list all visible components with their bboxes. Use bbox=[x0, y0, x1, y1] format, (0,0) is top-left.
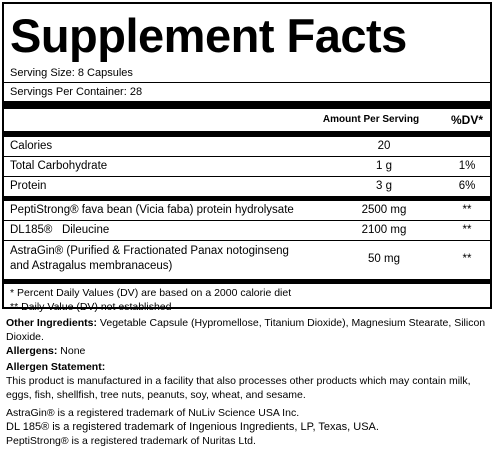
row-name: Protein bbox=[10, 180, 47, 192]
section-divider bbox=[4, 196, 490, 201]
panel-title: Supplement Facts bbox=[10, 9, 407, 62]
row-name: DL185® Dileucine bbox=[10, 224, 110, 236]
row-name: AstraGin® (Purified & Fractionated Panax… bbox=[10, 244, 289, 274]
row-amount: 50 mg bbox=[368, 253, 400, 265]
row-name-line: and Astragalus membranaceus) bbox=[10, 260, 173, 272]
allergen-statement: Allergen Statement: This product is manu… bbox=[6, 360, 494, 402]
header-dv: %DV* bbox=[450, 113, 483, 127]
row-dv: 6% bbox=[458, 180, 476, 192]
other-ingredients-label: Other Ingredients: bbox=[6, 317, 98, 329]
table-row: PeptiStrong® fava bean (Vicia faba) prot… bbox=[4, 201, 490, 221]
thick-divider bbox=[4, 101, 490, 109]
trademark-line: PeptiStrong® is a registered trademark o… bbox=[6, 435, 256, 447]
servings-per-container: Servings Per Container: 28 bbox=[10, 86, 143, 98]
row-dv: ** bbox=[462, 204, 472, 216]
row-dv: 1% bbox=[458, 160, 476, 172]
allergen-statement-text: This product is manufactured in a facili… bbox=[6, 375, 471, 401]
row-name-line: AstraGin® (Purified & Fractionated Panax… bbox=[10, 245, 289, 257]
supplement-facts-panel: Supplement Facts Serving Size: 8 Capsule… bbox=[2, 2, 492, 313]
trademark-line: AstraGin® is a registered trademark of N… bbox=[6, 407, 300, 419]
header-amount: Amount Per Serving bbox=[322, 114, 420, 125]
other-ingredients-text: Vegetable Capsule (Hypromellose, Titaniu… bbox=[6, 317, 486, 343]
row-amount: 2500 mg bbox=[361, 204, 407, 216]
row-amount: 20 bbox=[377, 140, 391, 152]
table-row: Total Carbohydrate 1 g 1% bbox=[4, 157, 490, 177]
table-row: AstraGin® (Purified & Fractionated Panax… bbox=[4, 241, 490, 279]
row-dv: ** bbox=[462, 224, 472, 236]
table-row: Protein 3 g 6% bbox=[4, 177, 490, 196]
divider bbox=[4, 82, 490, 83]
other-ingredients: Other Ingredients: Vegetable Capsule (Hy… bbox=[6, 316, 494, 344]
row-amount: 3 g bbox=[376, 180, 392, 192]
trademarks: AstraGin® is a registered trademark of N… bbox=[6, 406, 494, 448]
header-divider bbox=[4, 132, 490, 137]
footnote-divider bbox=[4, 279, 490, 284]
allergens-label: Allergens: bbox=[6, 345, 58, 357]
row-dv: ** bbox=[462, 253, 472, 265]
trademark-line: DL 185® is a registered trademark of Ing… bbox=[6, 421, 379, 433]
allergen-statement-label: Allergen Statement: bbox=[6, 361, 106, 373]
allergens: Allergens: None bbox=[6, 344, 494, 358]
row-name: Total Carbohydrate bbox=[10, 160, 108, 172]
row-amount: 1 g bbox=[376, 160, 392, 172]
table-header-row: Amount Per Serving %DV* bbox=[4, 109, 490, 132]
footnote-not-established: ** Daily Value (DV) not established bbox=[10, 301, 172, 313]
table-row: Calories 20 bbox=[4, 137, 490, 157]
table-row: DL185® Dileucine 2100 mg ** bbox=[4, 221, 490, 241]
allergens-text: None bbox=[57, 345, 86, 357]
row-name: Calories bbox=[10, 140, 53, 152]
row-amount: 2100 mg bbox=[361, 224, 407, 236]
footnote-dv: * Percent Daily Values (DV) are based on… bbox=[10, 287, 292, 299]
row-name: PeptiStrong® fava bean (Vicia faba) prot… bbox=[10, 204, 294, 216]
serving-size: Serving Size: 8 Capsules bbox=[10, 67, 133, 79]
